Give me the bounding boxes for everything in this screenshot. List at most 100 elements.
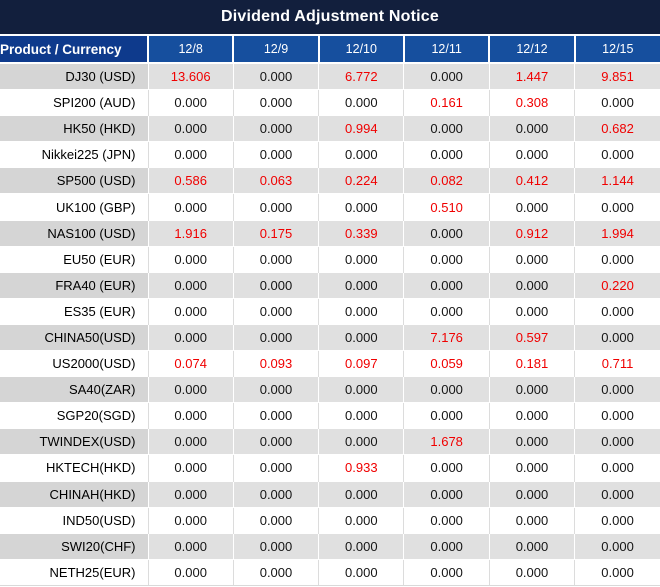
value-cell: 0.000 xyxy=(574,297,660,325)
value-cell: 0.000 xyxy=(147,376,234,403)
value-cell: 0.000 xyxy=(403,454,490,481)
value-cell: 0.000 xyxy=(147,532,234,560)
value-cell: 1.447 xyxy=(488,62,575,90)
value-cell: 0.000 xyxy=(147,297,234,325)
table-row: SWI20(CHF) 0.000 0.000 0.000 0.000 0.000 0.000 xyxy=(0,532,660,560)
value-cell: 0.000 xyxy=(232,245,319,273)
table-row: SA40(ZAR) 0.000 0.000 0.000 0.000 0.000 0.000 xyxy=(0,376,660,403)
value-cell: 0.000 xyxy=(232,115,319,142)
value-cell: 0.000 xyxy=(318,323,404,351)
value-cell: 0.308 xyxy=(488,89,575,116)
product-cell: DJ30 (USD) xyxy=(0,62,148,90)
table-body: DJ30 (USD) 13.606 0.000 6.772 0.000 1.447 9.85… xyxy=(0,62,660,586)
table-row: CHINA50(USD) 0.000 0.000 0.000 7.176 0.597 0.0… xyxy=(0,323,660,351)
table-row: US2000(USD) 0.074 0.093 0.097 0.059 0.181 0.71… xyxy=(0,350,660,377)
value-cell: 0.000 xyxy=(232,193,319,221)
value-cell: 0.000 xyxy=(147,428,234,455)
table-row: IND50(USD) 0.000 0.000 0.000 0.000 0.000 0.000 xyxy=(0,506,660,534)
value-cell: 0.000 xyxy=(488,506,575,534)
value-cell: 0.000 xyxy=(232,454,319,481)
value-cell: 0.082 xyxy=(403,167,490,194)
header-row: Product / Currency 12/8 12/9 12/10 12/11 12/… xyxy=(0,36,660,64)
value-cell: 0.000 xyxy=(147,402,234,429)
product-cell: IND50(USD) xyxy=(0,506,148,534)
value-cell: 0.000 xyxy=(574,480,660,508)
value-cell: 0.000 xyxy=(403,297,490,325)
value-cell: 0.000 xyxy=(232,558,319,586)
value-cell: 0.000 xyxy=(574,506,660,534)
value-cell: 0.059 xyxy=(403,350,490,377)
value-cell: 0.000 xyxy=(574,376,660,403)
table-row: SPI200 (AUD) 0.000 0.000 0.000 0.161 0.308 0.0… xyxy=(0,89,660,116)
value-cell: 0.586 xyxy=(147,167,234,194)
value-cell: 0.000 xyxy=(403,271,490,299)
product-cell: SWI20(CHF) xyxy=(0,532,148,560)
value-cell: 0.000 xyxy=(574,454,660,481)
value-cell: 0.000 xyxy=(488,141,575,168)
column-header-date: 12/10 xyxy=(317,36,404,64)
value-cell: 0.000 xyxy=(574,89,660,116)
value-cell: 0.000 xyxy=(318,141,404,168)
value-cell: 0.000 xyxy=(403,62,490,90)
value-cell: 0.000 xyxy=(318,428,404,455)
value-cell: 0.000 xyxy=(488,454,575,481)
product-cell: SA40(ZAR) xyxy=(0,376,148,403)
value-cell: 0.000 xyxy=(318,506,404,534)
value-cell: 0.000 xyxy=(403,506,490,534)
product-cell: NETH25(EUR) xyxy=(0,558,148,586)
table-row: HK50 (HKD) 0.000 0.000 0.994 0.000 0.000 0.682 xyxy=(0,115,660,142)
value-cell: 0.000 xyxy=(403,376,490,403)
value-cell: 0.000 xyxy=(574,193,660,221)
value-cell: 0.000 xyxy=(318,480,404,508)
column-header-date: 12/15 xyxy=(573,36,660,64)
table-row: NAS100 (USD) 1.916 0.175 0.339 0.000 0.912 1.9… xyxy=(0,219,660,247)
value-cell: 0.933 xyxy=(318,454,404,481)
value-cell: 0.000 xyxy=(574,532,660,560)
value-cell: 0.000 xyxy=(403,402,490,429)
value-cell: 0.074 xyxy=(147,350,234,377)
value-cell: 0.000 xyxy=(147,193,234,221)
product-cell: SPI200 (AUD) xyxy=(0,89,148,116)
value-cell: 0.000 xyxy=(574,428,660,455)
table-row: FRA40 (EUR) 0.000 0.000 0.000 0.000 0.000 0.22… xyxy=(0,271,660,299)
column-header-product-currency: Product / Currency xyxy=(0,36,148,64)
page-title: Dividend Adjustment Notice xyxy=(0,0,660,36)
value-cell: 0.000 xyxy=(147,141,234,168)
value-cell: 0.063 xyxy=(232,167,319,194)
product-cell: NAS100 (USD) xyxy=(0,219,148,247)
value-cell: 7.176 xyxy=(403,323,490,351)
value-cell: 0.711 xyxy=(574,350,660,377)
table-row: NETH25(EUR) 0.000 0.000 0.000 0.000 0.000 0.00… xyxy=(0,558,660,586)
product-cell: EU50 (EUR) xyxy=(0,245,148,273)
value-cell: 0.000 xyxy=(232,402,319,429)
value-cell: 0.000 xyxy=(232,89,319,116)
value-cell: 0.000 xyxy=(318,532,404,560)
product-cell: SP500 (USD) xyxy=(0,167,148,194)
value-cell: 0.000 xyxy=(232,376,319,403)
value-cell: 0.912 xyxy=(488,219,575,247)
product-cell: HK50 (HKD) xyxy=(0,115,148,142)
value-cell: 0.161 xyxy=(403,89,490,116)
value-cell: 0.000 xyxy=(403,115,490,142)
column-header-date: 12/9 xyxy=(232,36,319,64)
value-cell: 0.000 xyxy=(147,115,234,142)
product-cell: CHINA50(USD) xyxy=(0,323,148,351)
value-cell: 0.000 xyxy=(488,480,575,508)
table-row: HKTECH(HKD) 0.000 0.000 0.933 0.000 0.000 0.00… xyxy=(0,454,660,481)
value-cell: 9.851 xyxy=(574,62,660,90)
value-cell: 0.000 xyxy=(488,558,575,586)
value-cell: 0.000 xyxy=(488,376,575,403)
value-cell: 0.000 xyxy=(147,558,234,586)
value-cell: 0.097 xyxy=(318,350,404,377)
value-cell: 0.000 xyxy=(403,219,490,247)
product-cell: UK100 (GBP) xyxy=(0,193,148,221)
value-cell: 6.772 xyxy=(318,62,404,90)
value-cell: 0.000 xyxy=(488,245,575,273)
value-cell: 0.181 xyxy=(488,350,575,377)
value-cell: 0.000 xyxy=(318,89,404,116)
column-header-date: 12/12 xyxy=(488,36,575,64)
value-cell: 0.000 xyxy=(574,245,660,273)
value-cell: 0.000 xyxy=(232,297,319,325)
value-cell: 0.000 xyxy=(232,62,319,90)
